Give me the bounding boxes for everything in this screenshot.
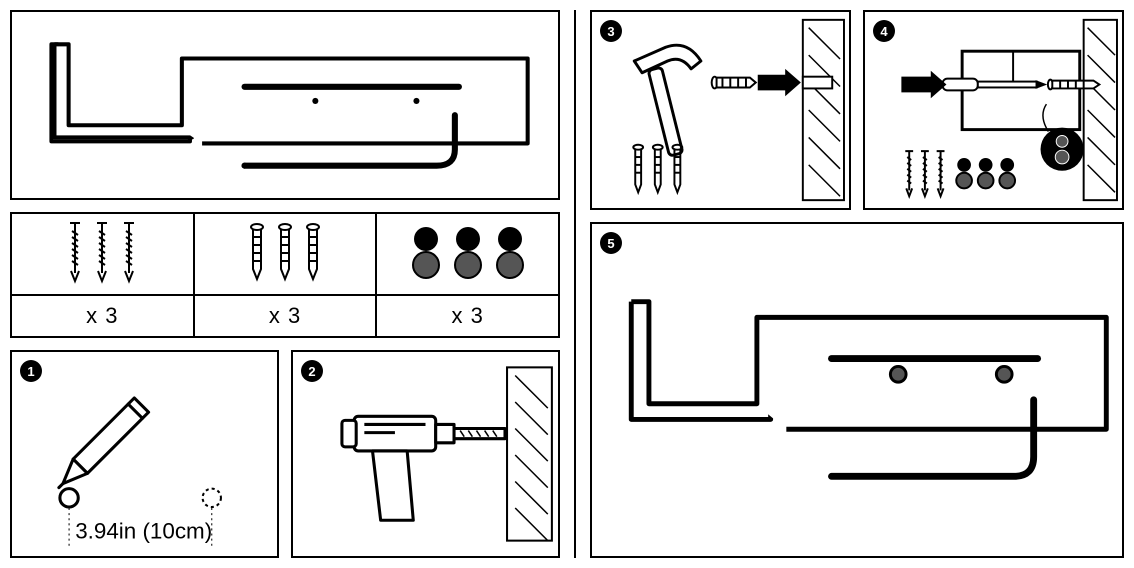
step-badge: 2 [301, 360, 323, 382]
step-badge: 4 [873, 20, 895, 42]
qty-label: x 3 [86, 303, 118, 329]
qty-caps: x 3 [375, 296, 560, 338]
left-column: x 3 x 3 x 3 1 [10, 10, 560, 558]
step-2-panel: 2 [291, 350, 560, 558]
step-badge: 1 [20, 360, 42, 382]
step-1-panel: 1 3.94in (10cm) [10, 350, 279, 558]
qty-screws: x 3 [10, 296, 193, 338]
step3-hammer-anchor [592, 12, 849, 208]
screw-icon [57, 217, 147, 291]
shelf-product-drawing [12, 12, 558, 198]
right-column: 3 [590, 10, 1124, 558]
parts-cell-anchors [193, 212, 376, 296]
spacing-label: 3.94in (10cm) [75, 519, 212, 544]
step-4-panel: 4 [863, 10, 1124, 210]
step-5-panel: 5 [590, 222, 1124, 558]
step5-final [592, 224, 1122, 556]
step4-screw-mount [865, 12, 1122, 208]
step-3-panel: 3 [590, 10, 851, 210]
product-hero-panel [10, 10, 560, 200]
qty-label: x 3 [269, 303, 301, 329]
step1-mark-holes: 3.94in (10cm) [12, 352, 277, 556]
step2-drill [293, 352, 558, 556]
parts-table: x 3 x 3 x 3 [10, 212, 560, 338]
anchor-icon [235, 217, 335, 291]
cap-icon [398, 217, 538, 291]
column-divider [574, 10, 576, 558]
qty-label: x 3 [452, 303, 484, 329]
instruction-sheet: x 3 x 3 x 3 1 [10, 10, 1124, 558]
parts-cell-screws [10, 212, 193, 296]
parts-cell-caps [375, 212, 560, 296]
step-badge: 3 [600, 20, 622, 42]
qty-anchors: x 3 [193, 296, 376, 338]
step-badge: 5 [600, 232, 622, 254]
